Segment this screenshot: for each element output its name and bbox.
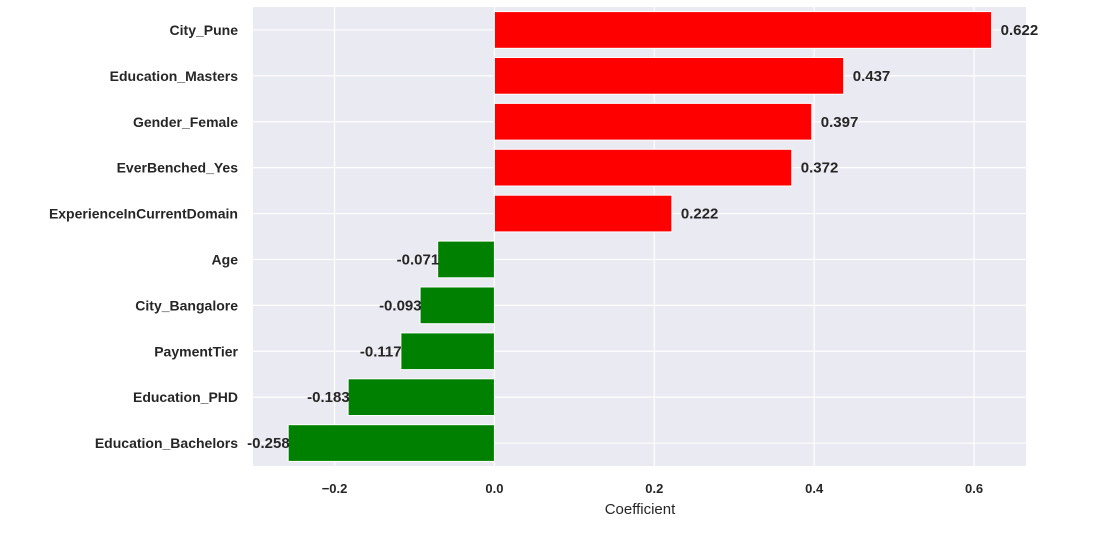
category-label: City_Bangalore <box>135 297 238 313</box>
value-label: -0.117 <box>360 343 402 360</box>
bar <box>493 11 993 49</box>
value-label: -0.071 <box>397 251 440 268</box>
category-label: Education_PHD <box>133 389 238 405</box>
x-tick-label: −0.2 <box>322 481 348 496</box>
bar <box>419 286 495 325</box>
value-label: 0.222 <box>681 206 719 223</box>
category-label: Education_Bachelors <box>95 435 238 451</box>
value-label: -0.258 <box>247 435 290 452</box>
category-label: Education_Masters <box>110 68 239 84</box>
bar <box>493 102 813 141</box>
bar <box>437 240 495 279</box>
x-axis-title: Coefficient <box>605 501 676 518</box>
x-tick-label: 0.6 <box>965 481 983 496</box>
value-label: -0.093 <box>379 297 422 314</box>
x-tick-label: 0.4 <box>805 481 824 496</box>
value-label: 0.397 <box>821 114 859 131</box>
value-label: 0.622 <box>1001 22 1039 39</box>
bar <box>347 378 495 417</box>
category-label: Age <box>212 251 239 267</box>
category-label: City_Pune <box>170 22 239 38</box>
x-tick-label: 0.2 <box>645 481 663 496</box>
bar <box>493 194 673 233</box>
value-label: 0.437 <box>853 68 891 85</box>
bar <box>493 56 845 95</box>
category-label: Gender_Female <box>133 114 238 130</box>
category-label: PaymentTier <box>154 343 238 359</box>
value-label: 0.372 <box>801 160 839 177</box>
value-labels: 0.622 0.437 0.397 0.372 0.222 -0.071 -0.093 -0.… <box>247 22 1038 452</box>
value-label: -0.183 <box>307 389 350 406</box>
bar <box>400 332 495 371</box>
category-label: EverBenched_Yes <box>117 160 239 176</box>
x-tick-labels: −0.2 0.0 0.2 0.4 0.6 <box>322 481 983 496</box>
x-tick-label: 0.0 <box>485 481 503 496</box>
category-label: ExperienceInCurrentDomain <box>49 206 238 222</box>
bars <box>287 11 993 462</box>
bar <box>493 148 793 187</box>
category-labels: City_Pune Education_Masters Gender_Female E… <box>49 22 239 451</box>
bar <box>287 424 495 462</box>
